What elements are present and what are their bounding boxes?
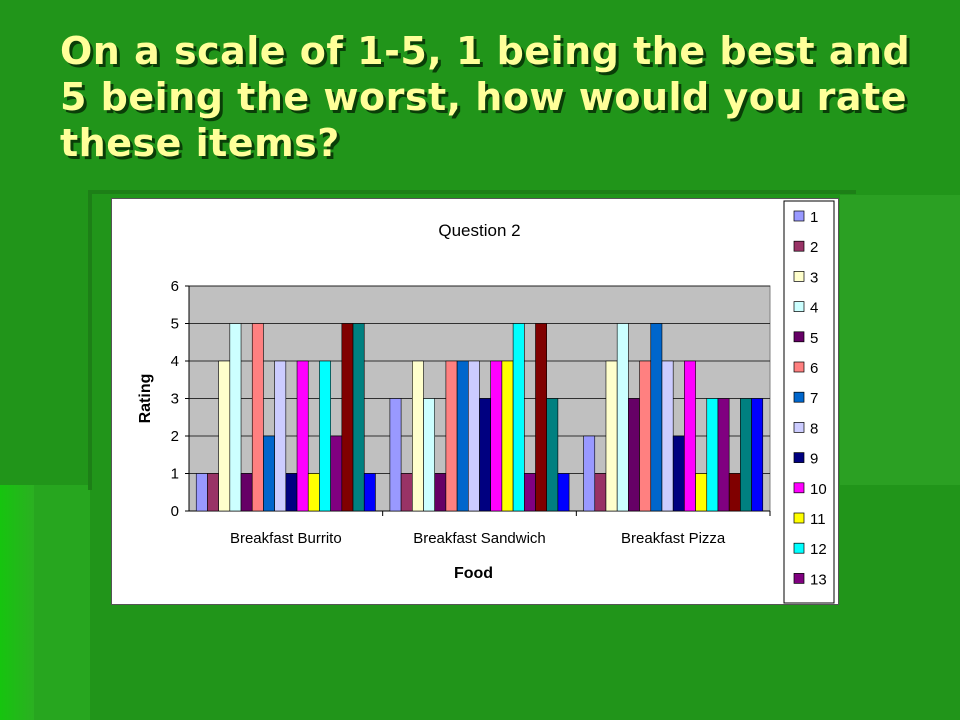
legend-box bbox=[783, 200, 835, 604]
chart-container: Question 2 0 1 2 3 4 5 6 Breakfast Burrito Breakf… bbox=[111, 198, 839, 605]
bar bbox=[307, 473, 320, 512]
bar bbox=[616, 323, 629, 512]
legend-label: 6 bbox=[810, 360, 818, 377]
bar bbox=[330, 435, 343, 512]
x-tick-label: Breakfast Sandwich bbox=[413, 530, 546, 547]
legend-swatch bbox=[793, 240, 805, 252]
bar bbox=[285, 473, 298, 512]
bar bbox=[319, 360, 331, 512]
y-axis-title: Rating bbox=[137, 374, 154, 424]
bar bbox=[479, 398, 491, 512]
bar bbox=[490, 360, 503, 512]
bar bbox=[363, 473, 376, 512]
legend-label: 7 bbox=[810, 390, 818, 407]
bar bbox=[445, 360, 458, 512]
legend-label: 2 bbox=[810, 239, 818, 256]
background-panel bbox=[34, 485, 90, 720]
legend-label: 4 bbox=[810, 300, 818, 317]
y-tick-label: 4 bbox=[171, 353, 179, 370]
bar bbox=[706, 398, 719, 512]
bar bbox=[583, 435, 596, 512]
bar bbox=[605, 360, 618, 512]
background-line bbox=[90, 190, 856, 194]
bar bbox=[639, 360, 652, 512]
bar bbox=[352, 323, 365, 512]
bar bbox=[434, 473, 447, 512]
x-tick-label: Breakfast Burrito bbox=[230, 530, 342, 547]
bar bbox=[650, 323, 663, 512]
bar bbox=[400, 473, 413, 512]
bar bbox=[535, 323, 547, 512]
legend-swatch bbox=[793, 331, 805, 343]
bar bbox=[628, 398, 640, 512]
bar bbox=[251, 323, 264, 512]
background-stripe bbox=[0, 485, 34, 720]
legend-label: 12 bbox=[810, 541, 827, 558]
bar bbox=[411, 360, 424, 512]
bar bbox=[523, 473, 536, 512]
bar bbox=[229, 323, 242, 512]
bar bbox=[341, 323, 354, 512]
background-line bbox=[88, 190, 92, 490]
bar bbox=[501, 360, 514, 512]
legend-swatch bbox=[793, 482, 805, 494]
bar bbox=[274, 360, 287, 512]
bar bbox=[672, 435, 685, 512]
bar bbox=[389, 398, 402, 512]
legend-swatch bbox=[793, 573, 805, 584]
legend-swatch bbox=[793, 301, 805, 312]
background-panel bbox=[840, 195, 960, 485]
bar bbox=[546, 398, 559, 512]
legend-label: 3 bbox=[810, 269, 818, 286]
bar bbox=[717, 398, 730, 512]
bar bbox=[512, 323, 525, 512]
legend-label: 9 bbox=[810, 451, 818, 468]
y-tick-label: 3 bbox=[171, 391, 179, 408]
x-axis-title: Food bbox=[454, 565, 493, 582]
bar bbox=[207, 473, 219, 512]
bar bbox=[557, 473, 570, 512]
y-tick-label: 6 bbox=[171, 278, 179, 295]
bar bbox=[423, 398, 435, 512]
bar bbox=[728, 473, 741, 512]
legend-swatch bbox=[793, 391, 805, 403]
y-tick-label: 5 bbox=[171, 316, 179, 333]
bar bbox=[594, 473, 607, 512]
bar bbox=[684, 360, 696, 512]
legend-swatch bbox=[793, 452, 805, 463]
legend-swatch bbox=[793, 542, 805, 554]
legend-label: 1 bbox=[810, 209, 818, 226]
bar bbox=[467, 360, 480, 512]
legend-swatch bbox=[793, 512, 805, 524]
legend: 12345678910111213141516 bbox=[793, 209, 827, 604]
bar bbox=[296, 360, 309, 512]
legend-swatch bbox=[793, 271, 805, 282]
bar bbox=[263, 435, 275, 512]
bar bbox=[661, 360, 674, 512]
legend-swatch bbox=[793, 210, 805, 222]
bar bbox=[695, 473, 708, 512]
y-tick-label: 1 bbox=[171, 466, 179, 483]
bar bbox=[218, 360, 231, 512]
bar bbox=[240, 473, 253, 512]
legend-label: 8 bbox=[810, 420, 818, 437]
bar bbox=[456, 360, 469, 512]
legend-swatch bbox=[793, 422, 805, 433]
legend-label: 10 bbox=[810, 481, 827, 498]
slide-title: On a scale of 1-5, 1 being the best and … bbox=[60, 29, 911, 165]
y-tick-label: 2 bbox=[171, 428, 179, 445]
legend-label: 11 bbox=[810, 511, 826, 528]
bar bbox=[751, 398, 764, 512]
y-tick-label: 0 bbox=[171, 503, 179, 520]
legend-label: 14 bbox=[810, 602, 827, 604]
bar bbox=[195, 473, 208, 512]
legend-swatch bbox=[793, 361, 805, 373]
x-tick-label: Breakfast Pizza bbox=[621, 530, 726, 547]
legend-label: 5 bbox=[810, 330, 818, 347]
bar bbox=[740, 398, 752, 512]
legend-label: 13 bbox=[810, 571, 827, 588]
chart-title: Question 2 bbox=[438, 221, 520, 240]
